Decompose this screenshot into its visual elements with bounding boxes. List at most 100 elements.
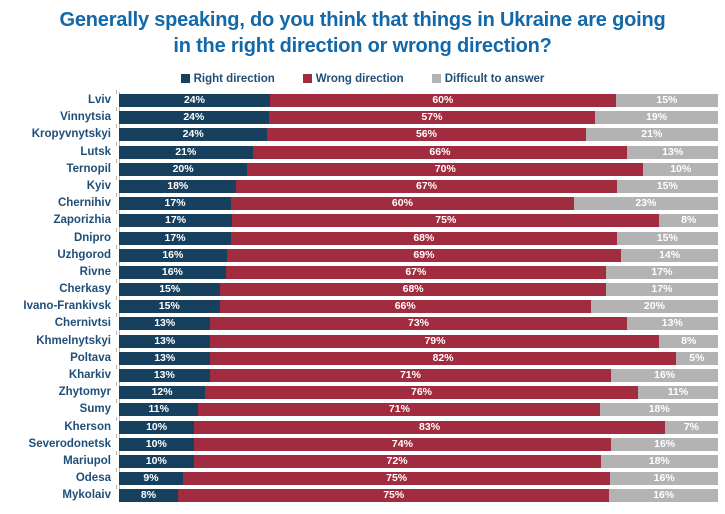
bar-value-label: 9% [143,472,159,485]
bar-value-label: 8% [681,214,697,227]
bar-row-dnipro: Dnipro 17% 68% 15% [0,227,718,245]
bar-segment-right-direction: 9% [119,472,183,486]
bar-row-mykolaiv: Mykolaiv 8% 75% 16% [0,485,718,503]
bar-stack: 13% 82% 5% [116,347,719,365]
bar-segment-difficult-to-answer: 23% [573,197,718,211]
category-label-chernihiv: Chernihiv [57,197,111,210]
chart-title-line1: Generally speaking, do you think that th… [59,9,666,31]
bar-value-label: 8% [681,334,697,347]
bar-segment-wrong-direction: 83% [194,420,665,434]
bar-value-label: 18% [167,179,189,192]
bar-value-label: 17% [651,283,673,296]
category-label-mariupol: Mariupol [63,454,111,467]
bar-segment-wrong-direction: 70% [247,162,644,176]
bar-value-label: 17% [164,197,186,210]
bar-segment-wrong-direction: 71% [198,403,601,417]
bar-row-odesa: Odesa 9% 75% 16% [0,468,719,486]
bar-segment-difficult-to-answer: 14% [621,248,719,262]
bar-segment-wrong-direction: 57% [268,111,596,125]
bar-segment-right-direction: 24% [119,128,268,142]
bar-value-label: 75% [435,214,457,227]
bar-value-label: 13% [154,334,176,347]
bar-value-label: 83% [419,420,441,433]
bar-value-label: 66% [394,300,416,313]
bar-stack: 15% 66% 20% [116,296,718,314]
bar-segment-wrong-direction: 72% [193,454,601,468]
bar-stack: 18% 67% 15% [116,175,718,193]
bar-value-label: 15% [159,283,181,296]
bar-stack: 8% 75% 16% [116,485,718,503]
bar-segment-difficult-to-answer: 8% [659,334,718,348]
chart-title-line2: in the right direction or wrong directio… [173,35,552,57]
bar-row-kyiv: Kyiv 18% 67% 15% [0,175,718,193]
bar-row-severodonetsk: Severodonetsk 10% 74% 16% [0,433,718,451]
bar-value-label: 15% [656,94,678,106]
bar-segment-wrong-direction: 67% [236,179,617,193]
bar-value-label: 14% [659,248,681,261]
bar-value-label: 13% [153,369,175,381]
bar-segment-difficult-to-answer: 19% [595,111,718,125]
bar-value-label: 16% [653,489,675,502]
bar-stack: 13% 71% 16% [116,365,718,382]
bar-chart: Lviv 24% 60% 15% Vinnytsia 24% 57% 19% Kropyvnyt… [0,90,725,503]
bar-value-label: 20% [172,162,194,175]
bar-value-label: 13% [154,317,176,330]
bar-segment-difficult-to-answer: 16% [609,489,718,503]
bar-segment-wrong-direction: 71% [209,369,612,382]
bar-segment-right-direction: 11% [119,403,199,417]
category-label-vinnytsia: Vinnytsia [60,111,111,124]
category-label-kharkiv: Kharkiv [68,369,111,381]
category-label-kropyvnytskyi: Kropyvnytskyi [31,128,111,141]
category-label-ternopil: Ternopil [66,162,111,175]
bar-value-label: 66% [429,145,451,158]
bar-segment-right-direction: 16% [119,248,227,262]
bar-segment-wrong-direction: 74% [193,437,612,451]
bar-value-label: 73% [407,317,429,330]
bar-stack: 10% 72% 18% [116,450,718,468]
legend-label-right-direction: Right direction [193,72,275,85]
bar-value-label: 24% [183,94,205,106]
bar-value-label: 74% [391,437,413,450]
bar-value-label: 15% [158,300,180,313]
category-label-zhytomyr: Zhytomyr [58,386,111,399]
bar-segment-right-direction: 10% [119,454,194,468]
bar-value-label: 23% [635,197,657,210]
bar-value-label: 19% [646,111,668,124]
category-label-odesa: Odesa [75,472,111,485]
category-label-dnipro: Dnipro [73,231,111,244]
bar-value-label: 70% [434,162,456,175]
legend-swatch-difficult-to-answer [431,74,441,83]
bar-value-label: 11% [148,403,169,416]
bar-value-label: 24% [182,128,204,141]
category-label-lutsk: Lutsk [80,145,111,158]
bar-stack: 24% 57% 19% [116,107,718,125]
bar-segment-wrong-direction: 73% [210,317,627,331]
bar-value-label: 24% [183,111,205,124]
bar-value-label: 10% [145,454,167,467]
bar-segment-right-direction: 15% [119,283,221,297]
bar-value-label: 11% [667,386,689,399]
bar-stack: 16% 69% 14% [116,244,719,262]
bar-segment-right-direction: 16% [119,265,226,279]
bar-value-label: 75% [383,489,405,502]
bar-segment-difficult-to-answer: 15% [615,94,718,107]
bar-row-ternopil: Ternopil 20% 70% 10% [0,158,718,176]
category-label-cherkasy: Cherkasy [59,283,111,296]
bar-value-label: 76% [410,386,432,399]
bar-value-label: 68% [413,231,435,244]
bar-value-label: 16% [654,437,676,450]
bar-segment-wrong-direction: 68% [220,283,606,297]
bar-segment-difficult-to-answer: 16% [611,437,718,451]
bar-row-sumy: Sumy 11% 71% 18% [0,399,718,417]
bar-value-label: 15% [656,179,678,192]
legend-item-difficult-to-answer: Difficult to answer [431,73,544,85]
bar-value-label: 10% [670,162,692,175]
bar-segment-difficult-to-answer: 18% [600,454,718,468]
bar-segment-right-direction: 18% [119,179,237,193]
bar-segment-right-direction: 17% [119,231,232,245]
legend-swatch-wrong-direction [302,74,312,83]
bar-row-chernivtsi: Chernivtsi 13% 73% 13% [0,313,718,331]
bar-row-lviv: Lviv 24% 60% 15% [0,90,718,107]
bar-value-label: 15% [656,231,678,244]
